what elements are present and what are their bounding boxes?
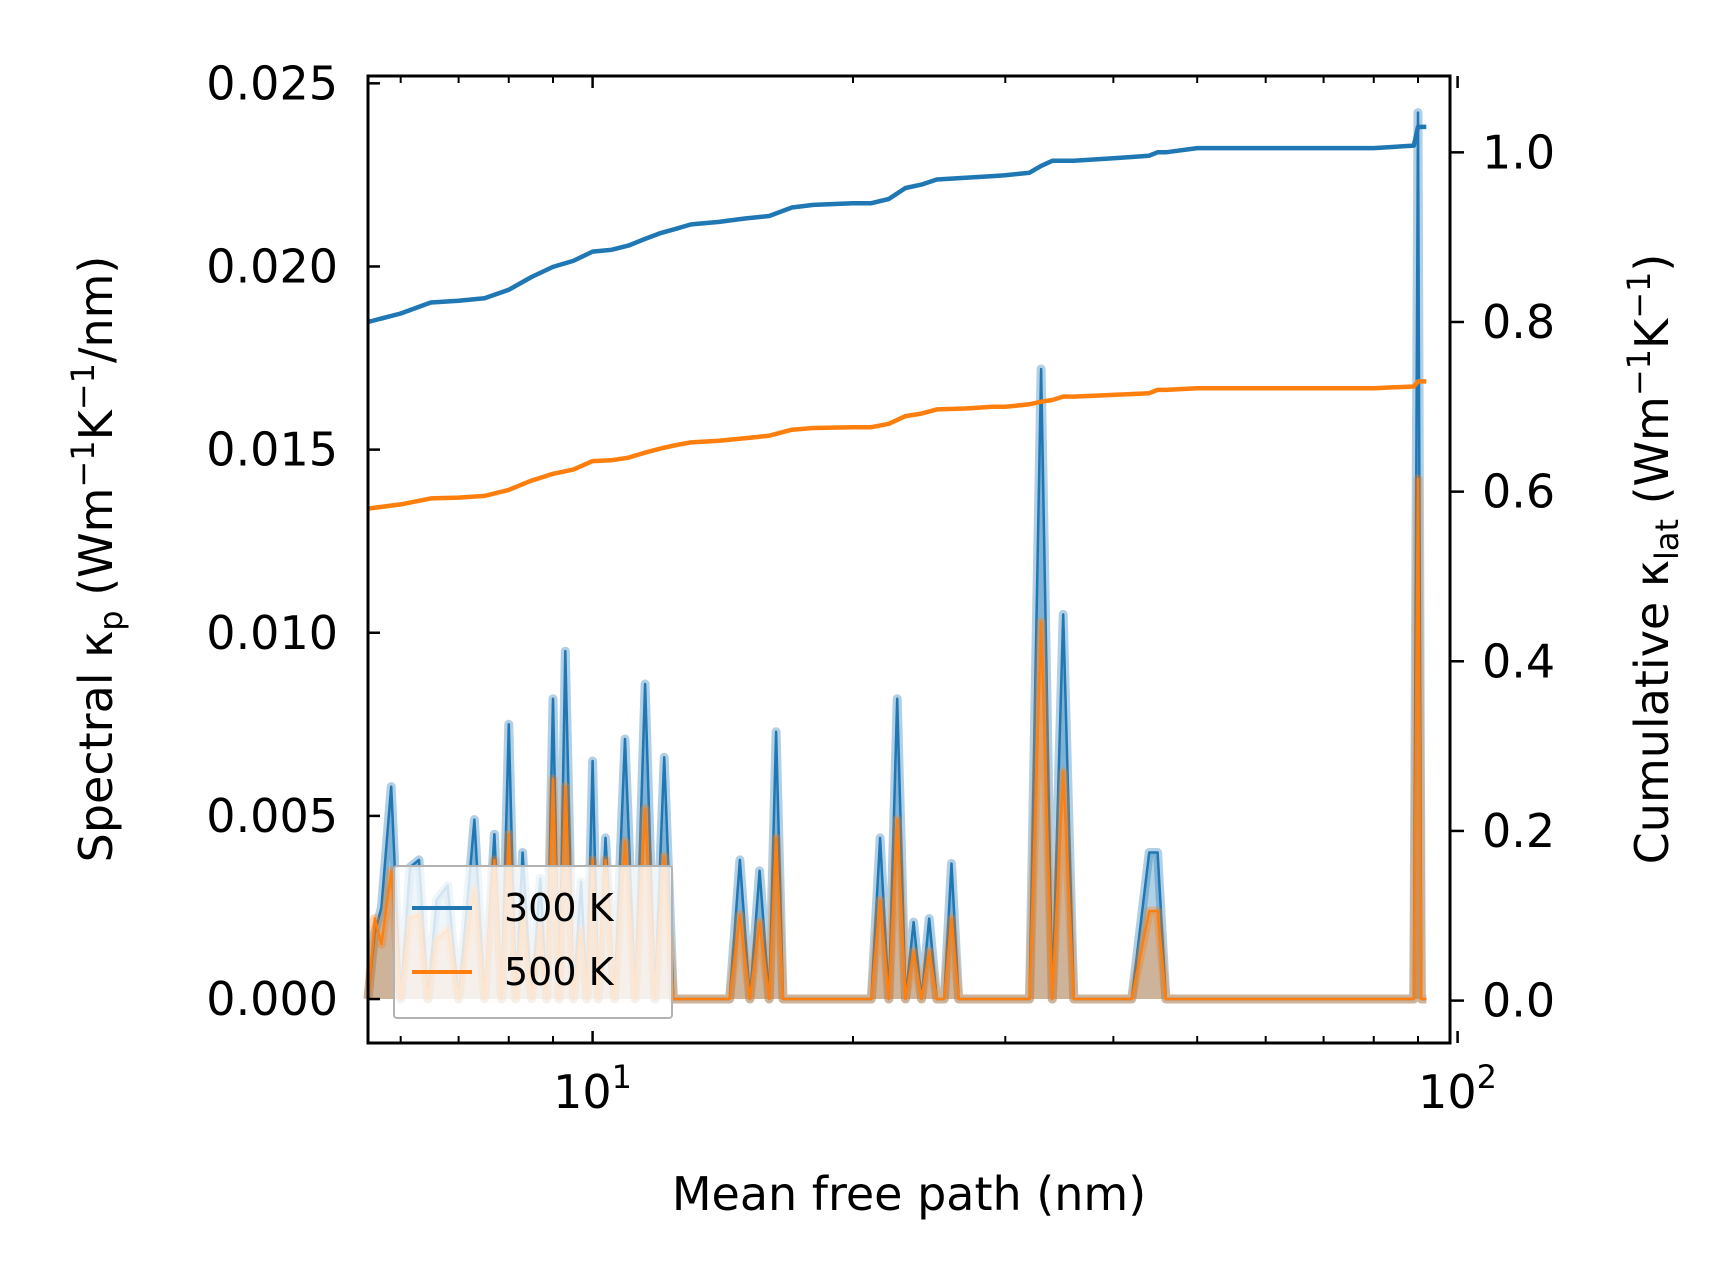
y-axis-title-right: Cumulative κlat (Wm−1K−1) — [1620, 254, 1686, 865]
cumulative-line-300k — [367, 124, 1427, 325]
y-left-tick-label: 0.015 — [206, 423, 338, 477]
legend-label-300k: 300 K — [504, 886, 615, 930]
y-left-tick-label: 0.000 — [206, 972, 338, 1026]
y-right-tick-label: 0.2 — [1482, 804, 1555, 858]
y-left-tick-label: 0.025 — [206, 56, 338, 110]
y-right-tick-label: 0.0 — [1482, 974, 1555, 1028]
legend-box — [393, 865, 673, 1019]
y-left-tick-label: 0.005 — [206, 789, 338, 843]
legend: 300 K 500 K — [393, 865, 673, 1019]
x-tick-label: 102 — [1418, 1058, 1497, 1119]
cumulative-line-500k — [367, 379, 1427, 511]
y-right-tick-label: 1.0 — [1482, 125, 1555, 179]
y-right-tick-label: 0.4 — [1482, 634, 1555, 688]
x-axis-title: Mean free path (nm) — [672, 1167, 1146, 1221]
x-tick-label: 101 — [553, 1058, 632, 1119]
y-left-tick-label: 0.020 — [206, 239, 338, 293]
line-layer — [367, 124, 1427, 511]
y-left-tick-label: 0.010 — [206, 606, 338, 660]
y-right-tick-label: 0.6 — [1482, 465, 1555, 519]
legend-label-500k: 500 K — [504, 950, 615, 994]
plot-frame — [366, 74, 1452, 1045]
tick-layer: 0.000 0.005 0.010 0.015 0.020 0.025 0.0 0.2 0.4 0… — [206, 56, 1555, 1119]
y-axis-title-left: Spectral κp (Wm−1K−1/nm) — [64, 256, 130, 863]
y-right-tick-label: 0.8 — [1482, 295, 1555, 349]
